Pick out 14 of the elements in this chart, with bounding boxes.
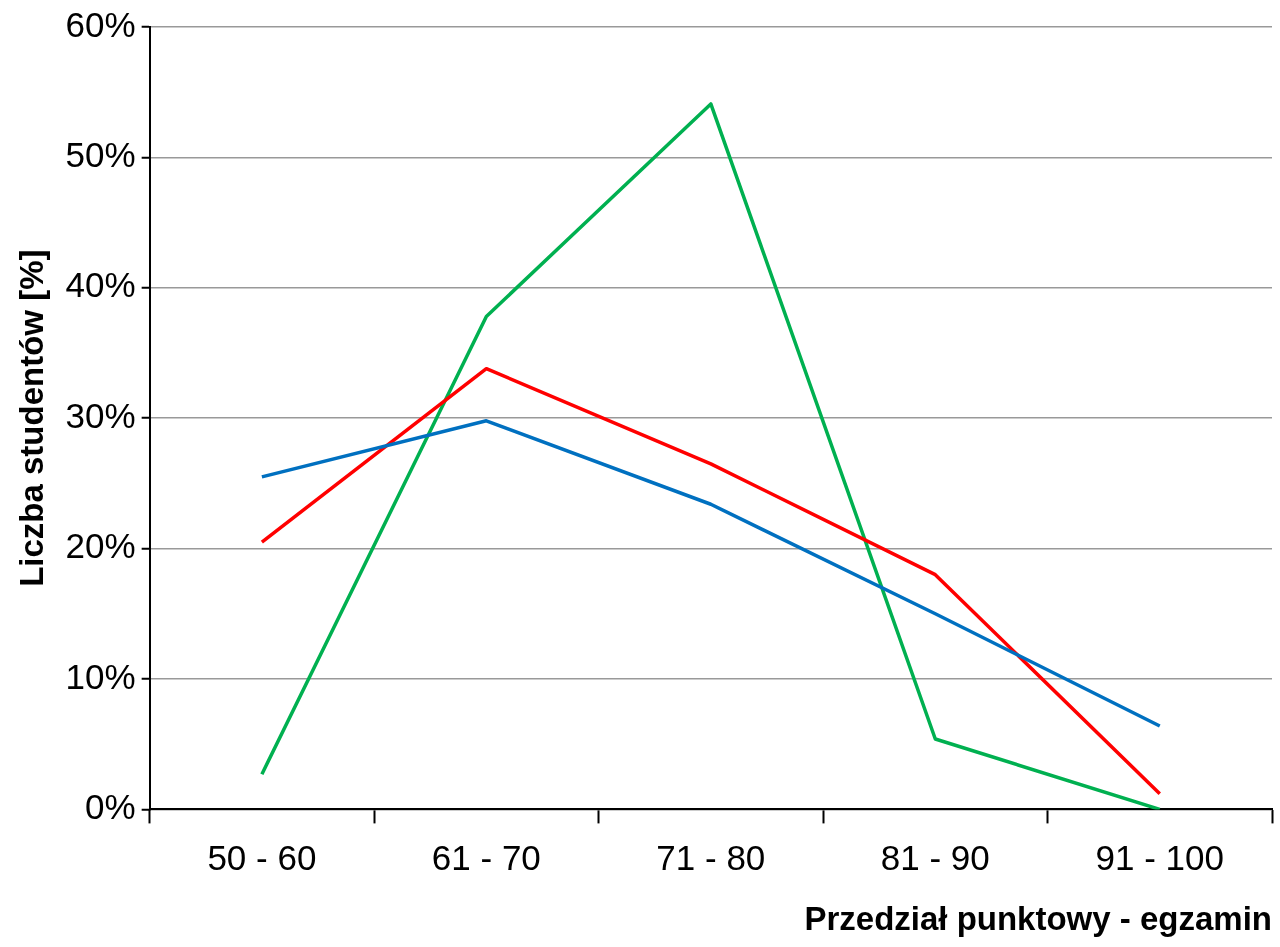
y-tick-label: 50% [65,135,136,175]
y-tick-label: 40% [65,265,136,305]
y-axis-title: Liczba studentów [%] [12,249,50,587]
y-tick-label: 10% [65,656,136,696]
y-tick-label: 0% [85,787,136,827]
x-axis-title: Przedział punktowy - egzamin [804,900,1272,938]
y-tick-label: 60% [65,4,136,44]
y-tick-label: 30% [65,395,136,435]
x-tick-label: 91 - 100 [1095,838,1224,878]
y-tick-label: 20% [65,526,136,566]
x-tick-label: 61 - 70 [431,838,541,878]
x-tick-label: 71 - 80 [656,838,766,878]
x-tick-label: 81 - 90 [880,838,990,878]
x-tick-label: 50 - 60 [207,838,317,878]
